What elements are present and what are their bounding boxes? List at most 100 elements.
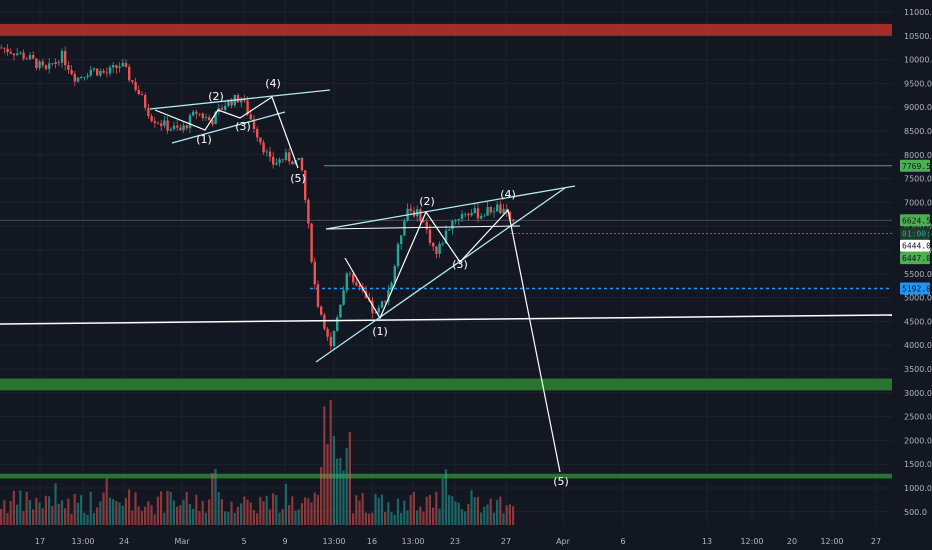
price-tag-label: 7769.5 — [902, 162, 931, 171]
volume-bar — [86, 514, 89, 525]
candle-body — [339, 304, 342, 318]
volume-bar — [115, 501, 118, 525]
volume-bar — [67, 498, 70, 525]
volume-bars — [0, 400, 515, 525]
candle-body — [374, 312, 377, 314]
price-axis-label: 8000.0 — [904, 151, 932, 160]
volume-bar — [342, 470, 345, 525]
candle-body — [160, 123, 163, 126]
volume-bar — [409, 495, 412, 525]
candle-body — [313, 261, 316, 285]
volume-bar — [358, 500, 361, 525]
candle-body — [137, 90, 140, 95]
volume-bar — [217, 492, 220, 525]
candle-body — [134, 81, 137, 91]
volume-bar — [393, 514, 396, 525]
candle-body — [172, 125, 176, 130]
wave2-path — [344, 208, 561, 473]
wave-label: (1) — [196, 133, 212, 146]
volume-bar — [345, 447, 348, 525]
candle-body — [512, 219, 515, 221]
volume-bar — [131, 510, 134, 525]
candle-body — [457, 218, 460, 221]
volume-bar — [307, 498, 310, 525]
volume-bar — [22, 511, 25, 525]
wave-labels: (1) (2) (3) (4) (5) (1) (2) (3) (4) (5) — [196, 77, 569, 488]
price-axis-label: 9500.0 — [904, 79, 932, 88]
candle-body — [489, 207, 492, 213]
time-axis-label: Mar — [174, 537, 190, 546]
volume-bar — [508, 504, 511, 525]
volume-bar — [323, 406, 326, 525]
candle-body — [112, 65, 115, 68]
price-tag-box — [900, 282, 930, 295]
candle-body — [422, 221, 425, 223]
candle-body — [275, 163, 278, 165]
volume-bar — [432, 507, 435, 525]
volume-bar — [492, 512, 495, 525]
price-axis-label: 8500.0 — [904, 127, 932, 136]
volume-bar — [195, 494, 198, 525]
candle-body — [60, 50, 64, 63]
candle-body — [19, 52, 22, 54]
volume-bar — [355, 495, 358, 525]
candle-body — [201, 113, 204, 119]
candle-body — [249, 114, 252, 120]
candles — [0, 44, 515, 351]
time-axis-label: 9 — [282, 537, 287, 546]
price-axis-label: 1500.0 — [904, 460, 932, 469]
price-axis-label: 6500.0 — [904, 222, 932, 231]
wave-label: (5) — [290, 172, 306, 185]
time-axis-label: 24 — [119, 537, 129, 546]
time-axis[interactable]: 17 13:00 24 Mar 5 9 13:00 16 13:00 23 27 Apr 6 13 12:0… — [35, 537, 881, 546]
volume-bar — [160, 491, 163, 525]
support-zone — [0, 378, 892, 391]
candle-body — [118, 66, 121, 69]
volume-bar — [310, 502, 313, 525]
volume-bar — [428, 495, 431, 525]
candle-body — [451, 220, 454, 230]
candle-body — [377, 307, 380, 313]
volume-bar — [54, 483, 57, 525]
volume-bar — [57, 503, 60, 525]
volume-bar — [435, 491, 438, 525]
candle-body — [64, 50, 67, 66]
candle-body — [105, 72, 108, 74]
volume-bar — [60, 500, 63, 525]
volume-bar — [128, 489, 131, 525]
volume-bar — [499, 496, 502, 525]
volume-bar — [476, 496, 479, 525]
volume-bar — [44, 495, 47, 525]
candle-body — [92, 68, 96, 70]
price-axis-label: 3500.0 — [904, 365, 932, 374]
candle-body — [432, 242, 435, 247]
price-axis-label: 11000.0 — [904, 8, 932, 17]
volume-bar — [288, 505, 291, 525]
time-axis-label: 27 — [501, 537, 511, 546]
candle-body — [499, 204, 502, 214]
volume-bar — [467, 503, 470, 525]
volume-bar — [304, 497, 307, 525]
candle-body — [204, 117, 208, 119]
candle-body — [288, 152, 291, 162]
time-axis-label: 20 — [787, 537, 797, 546]
volume-bar — [166, 490, 169, 525]
volume-bar — [9, 500, 12, 525]
volume-bar — [51, 506, 54, 525]
candle-body — [467, 213, 470, 216]
price-axis-label: 7500.0 — [904, 175, 932, 184]
candle-body — [25, 58, 28, 60]
price-axis-label: 500.0 — [904, 508, 927, 517]
volume-bar — [441, 478, 444, 525]
candle-body — [179, 127, 182, 131]
volume-bar — [368, 513, 371, 525]
price-axis-label: 5500.0 — [904, 270, 932, 279]
candle-body — [256, 128, 259, 138]
time-axis-label: 27 — [871, 537, 881, 546]
price-tag-label: 6447.0 — [902, 254, 931, 263]
volume-bar — [38, 502, 41, 525]
volume-bar — [220, 499, 223, 525]
candle-body — [147, 107, 150, 116]
price-axis-label: 10000.0 — [904, 56, 932, 65]
